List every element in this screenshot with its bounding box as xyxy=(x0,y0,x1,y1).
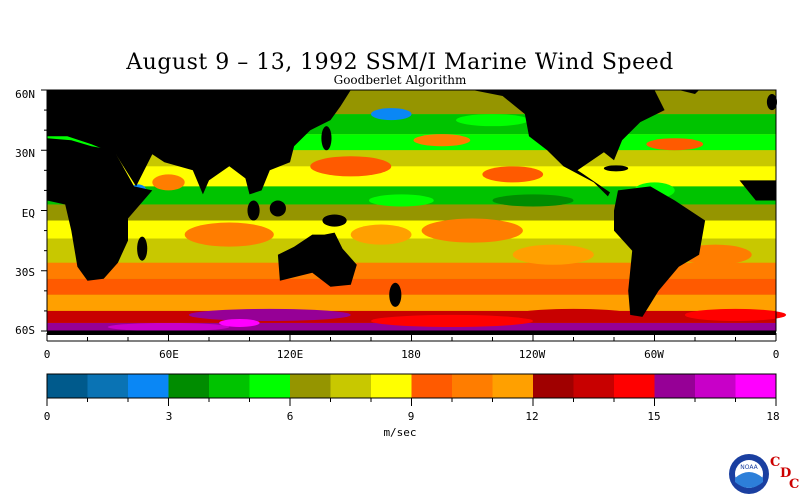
map-title: August 9 – 13, 1992 SSM/I Marine Wind Sp… xyxy=(126,50,674,75)
new-zealand-landmass xyxy=(389,282,402,307)
wind-patch xyxy=(421,218,523,243)
land-masses xyxy=(47,90,778,335)
wind-patch xyxy=(482,166,544,183)
europe-asia-landmass xyxy=(47,90,351,195)
lon-label: 0 xyxy=(43,348,51,361)
cuba-landmass xyxy=(603,165,629,172)
colorbar-unit-label: m/sec xyxy=(383,426,417,439)
new-guinea-landmass xyxy=(322,214,347,227)
cdc-letter-c2: C xyxy=(789,477,800,492)
wind-patch xyxy=(371,108,412,121)
wind-patch xyxy=(684,308,787,321)
colorbar-tick-label: 9 xyxy=(407,410,415,423)
colorbar-swatch xyxy=(411,374,453,398)
noaa-logo: NOAA xyxy=(729,454,769,494)
colorbar-swatch xyxy=(87,374,129,398)
noaa-logo-text: NOAA xyxy=(740,464,758,471)
wind-patch xyxy=(310,156,392,177)
south-america-landmass xyxy=(614,186,706,317)
colorbar-tick-label: 6 xyxy=(286,410,294,423)
africa-west-landmass xyxy=(739,180,776,201)
colorbar-swatch xyxy=(452,374,493,398)
wind-patch xyxy=(184,222,274,247)
wind-band xyxy=(47,322,776,331)
lon-label: 120E xyxy=(276,348,304,361)
wind-patch xyxy=(646,138,704,151)
colorbar-tick-label: 0 xyxy=(43,410,51,423)
cdc-letter-d: D xyxy=(780,466,792,481)
australia-landmass xyxy=(277,232,357,287)
wind-patch xyxy=(512,308,635,321)
borneo-landmass xyxy=(269,200,286,217)
lat-label: 30S xyxy=(15,266,35,279)
wind-patch xyxy=(512,244,594,265)
colorbar-swatch xyxy=(209,374,250,398)
colorbar-swatch xyxy=(330,374,372,398)
map-axes xyxy=(41,89,777,342)
colorbar-swatch xyxy=(735,374,777,398)
cdc-letter-c: C xyxy=(770,455,781,470)
colorbar-swatch xyxy=(695,374,736,398)
africa-landmass xyxy=(47,138,153,281)
wind-patch xyxy=(188,308,351,321)
colorbar-tick-label: 18 xyxy=(766,410,780,423)
colorbar-swatch xyxy=(573,374,615,398)
lon-label: 180 xyxy=(401,348,421,361)
wind-band xyxy=(47,262,776,279)
colorbar-swatch xyxy=(492,374,534,398)
colorbar-swatch xyxy=(249,374,291,398)
colorbar-tick-label: 12 xyxy=(525,410,539,423)
lat-label: 30N xyxy=(15,147,35,160)
wind-patch xyxy=(456,114,529,127)
greenland-landmass xyxy=(678,90,700,94)
colorbar-swatch xyxy=(290,374,331,398)
sumatra-landmass xyxy=(247,200,260,221)
wind-patch xyxy=(152,174,185,191)
madagascar-landmass xyxy=(137,236,148,261)
wind-patch xyxy=(107,322,230,331)
lat-label: 60N xyxy=(15,88,35,101)
wind-band xyxy=(47,294,776,311)
lon-label: 0 xyxy=(772,348,780,361)
uk-landmass xyxy=(766,94,778,111)
colorbar xyxy=(46,373,777,406)
colorbar-tick-label: 15 xyxy=(647,410,661,423)
wind-patch xyxy=(350,224,412,245)
lon-label: 120W xyxy=(518,348,546,361)
colorbar-swatch xyxy=(47,374,88,398)
japan-landmass xyxy=(321,126,332,151)
colorbar-swatch xyxy=(168,374,210,398)
colorbar-swatch xyxy=(614,374,655,398)
lat-label: EQ xyxy=(21,207,35,220)
lon-label: 60W xyxy=(644,348,664,361)
wind-patch xyxy=(413,134,471,147)
wind-band xyxy=(47,204,776,221)
noaa-wave-icon xyxy=(735,472,763,488)
lat-label: 60S xyxy=(15,324,35,337)
wind-patch xyxy=(371,314,533,327)
map-subtitle: Goodberlet Algorithm xyxy=(333,73,467,87)
colorbar-swatch xyxy=(533,374,574,398)
north-america-landmass xyxy=(441,90,665,197)
colorbar-swatch xyxy=(128,374,169,398)
colorbar-swatch xyxy=(654,374,696,398)
wind-patch xyxy=(368,194,434,207)
colorbar-swatch xyxy=(371,374,412,398)
wind-patch xyxy=(219,318,260,327)
wind-band xyxy=(47,278,776,295)
colorbar-tick-label: 3 xyxy=(165,410,173,423)
wind-patch xyxy=(492,194,574,207)
lon-label: 60E xyxy=(159,348,179,361)
